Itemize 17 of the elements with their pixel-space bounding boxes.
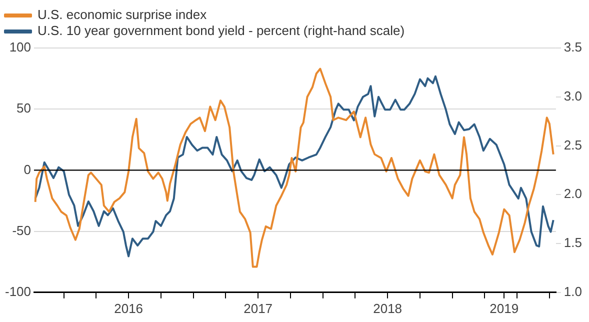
- y-tick-label: -100: [4, 284, 32, 299]
- x-tick-label: 2017: [244, 300, 273, 316]
- legend-label: U.S. economic surprise index: [38, 7, 208, 22]
- legend-label: U.S. 10 year government bond yield - percent (right-hand scale): [38, 23, 405, 38]
- x-tick-label: 2016: [114, 300, 144, 316]
- y-tick-label: 50: [16, 100, 32, 116]
- y2-tick-label: 2.5: [564, 137, 582, 152]
- y2-tick-label: 1.0: [564, 284, 582, 299]
- y-tick-label: 100: [9, 40, 32, 55]
- y2-tick-label: 1.5: [564, 235, 582, 250]
- y2-tick-label: 3.0: [564, 88, 582, 104]
- y-tick-label: 0: [24, 162, 32, 177]
- y2-tick-label: 3.5: [564, 40, 582, 55]
- x-tick-label: 2019: [490, 300, 519, 316]
- y2-tick-label: 2.0: [564, 186, 582, 202]
- x-tick-label: 2018: [373, 300, 402, 316]
- y-tick-label: -50: [12, 222, 32, 238]
